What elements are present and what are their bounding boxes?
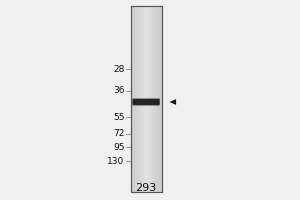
- Bar: [155, 6, 156, 192]
- Text: 72: 72: [113, 130, 124, 138]
- Bar: [160, 6, 161, 192]
- Bar: [142, 6, 143, 192]
- Bar: [146, 6, 147, 192]
- Bar: [139, 6, 140, 192]
- Bar: [132, 6, 133, 192]
- Bar: [138, 6, 139, 192]
- Bar: [157, 6, 158, 192]
- Bar: [135, 6, 136, 192]
- Bar: [130, 6, 162, 192]
- Bar: [134, 6, 135, 192]
- Bar: [143, 6, 144, 192]
- Bar: [160, 6, 161, 192]
- Bar: [137, 6, 138, 192]
- Bar: [151, 6, 152, 192]
- Bar: [130, 6, 162, 192]
- Bar: [153, 6, 154, 192]
- Bar: [140, 6, 141, 192]
- Text: 36: 36: [113, 86, 124, 95]
- Text: 28: 28: [113, 64, 124, 73]
- Bar: [156, 6, 157, 192]
- Bar: [144, 6, 145, 192]
- Text: 95: 95: [113, 142, 124, 152]
- Bar: [152, 6, 153, 192]
- Bar: [130, 6, 131, 192]
- Bar: [148, 6, 149, 192]
- FancyBboxPatch shape: [133, 99, 160, 105]
- Bar: [131, 6, 132, 192]
- Bar: [150, 6, 151, 192]
- Bar: [136, 6, 137, 192]
- Bar: [161, 6, 162, 192]
- Polygon shape: [169, 99, 176, 105]
- Bar: [158, 6, 159, 192]
- Text: 55: 55: [113, 112, 124, 121]
- Bar: [159, 6, 160, 192]
- Bar: [145, 6, 146, 192]
- Bar: [149, 6, 150, 192]
- Text: 130: 130: [107, 156, 124, 166]
- Bar: [141, 6, 142, 192]
- Bar: [133, 6, 134, 192]
- Bar: [154, 6, 155, 192]
- Text: 293: 293: [136, 183, 157, 193]
- Bar: [147, 6, 148, 192]
